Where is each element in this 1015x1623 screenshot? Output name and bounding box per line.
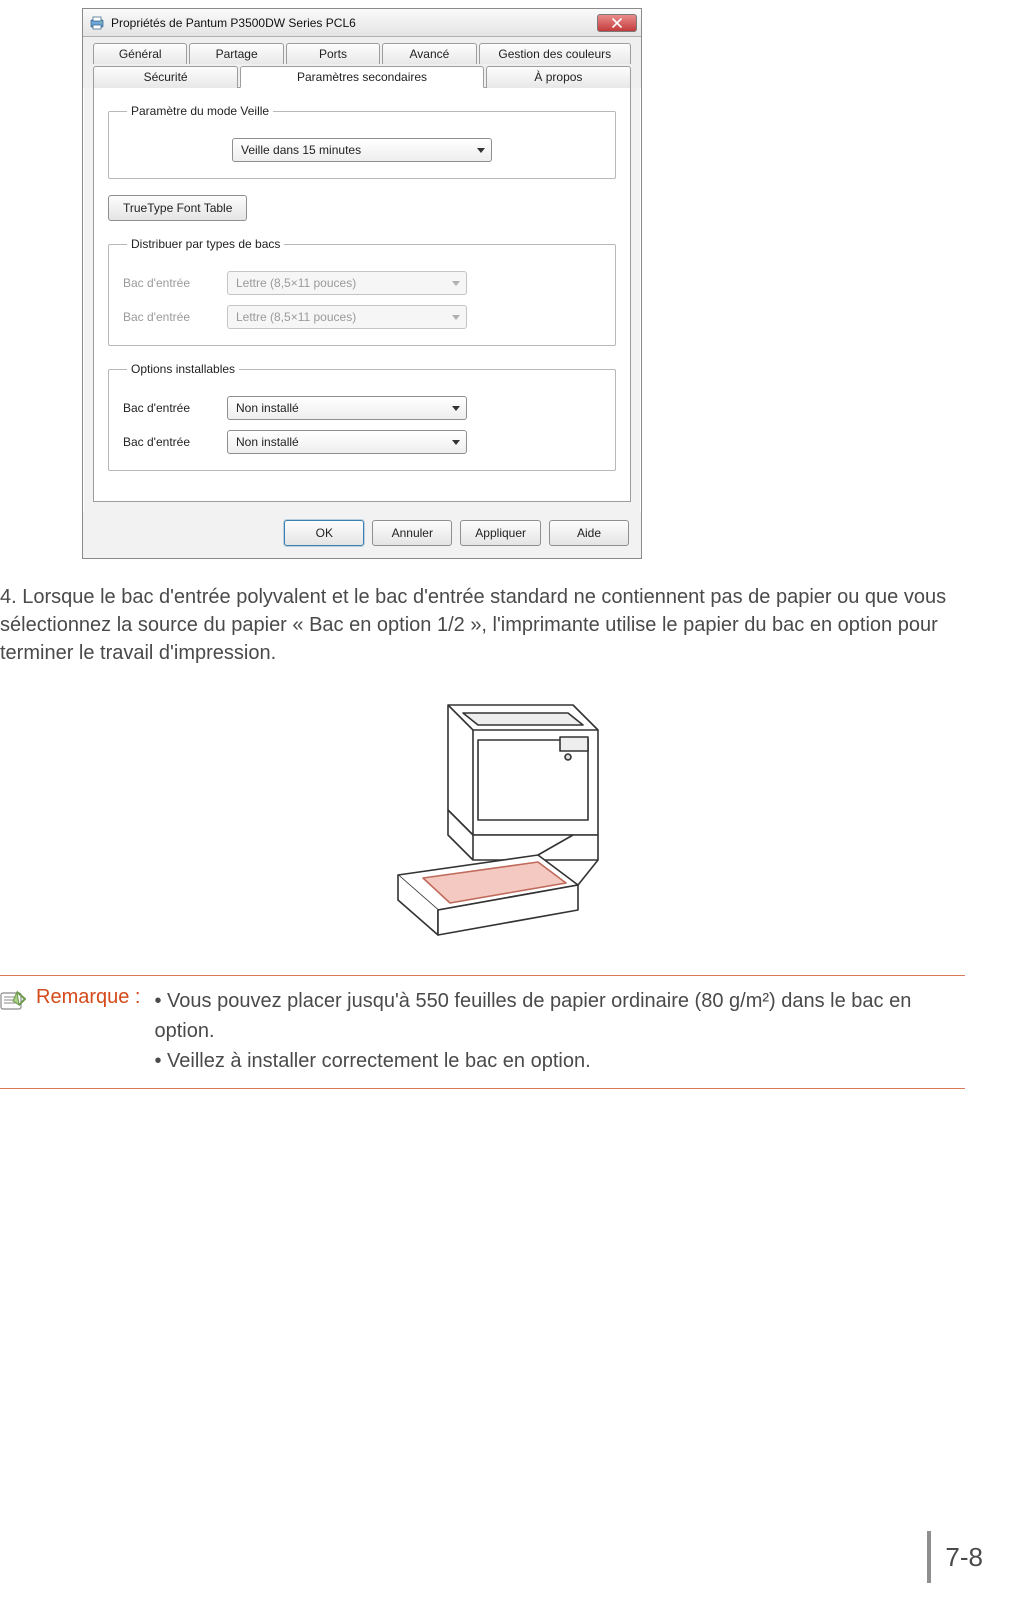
tab-secondary-params[interactable]: Paramètres secondaires	[240, 66, 484, 88]
distribute-value-0: Lettre (8,5×11 pouces)	[236, 276, 356, 290]
distribute-select-0: Lettre (8,5×11 pouces)	[227, 271, 467, 295]
step-4-paragraph: 4. Lorsque le bac d'entrée polyvalent et…	[0, 583, 965, 667]
tab-row-2: Sécurité Paramètres secondaires À propos	[93, 66, 631, 88]
sleep-timeout-select[interactable]: Veille dans 15 minutes	[232, 138, 492, 162]
printer-icon	[89, 15, 105, 31]
group-distribute-trays: Distribuer par types de bacs Bac d'entré…	[108, 237, 616, 346]
tab-row-1: Général Partage Ports Avancé Gestion des…	[93, 43, 631, 64]
tab-general[interactable]: Général	[93, 43, 187, 64]
group-sleep-legend: Paramètre du mode Veille	[127, 104, 273, 118]
page-number-wrap: 7-8	[927, 1531, 983, 1583]
page-number-bar	[927, 1531, 931, 1583]
note-bullet-1: • Veillez à installer correctement le ba…	[155, 1046, 966, 1076]
close-button[interactable]	[597, 14, 637, 32]
distribute-label-1: Bac d'entrée	[123, 310, 213, 324]
note-body: • Vous pouvez placer jusqu'à 550 feuille…	[155, 986, 966, 1076]
distribute-row-1: Bac d'entrée Lettre (8,5×11 pouces)	[123, 305, 601, 329]
tab-strip: Général Partage Ports Avancé Gestion des…	[83, 37, 641, 88]
installable-value-0: Non installé	[236, 401, 299, 415]
tab-advanced[interactable]: Avancé	[382, 43, 476, 64]
chevron-down-icon	[477, 148, 485, 153]
tab-about[interactable]: À propos	[486, 66, 631, 88]
group-installable-legend: Options installables	[127, 362, 239, 376]
tab-panel: Paramètre du mode Veille Veille dans 15 …	[93, 87, 631, 502]
distribute-row-0: Bac d'entrée Lettre (8,5×11 pouces)	[123, 271, 601, 295]
distribute-label-0: Bac d'entrée	[123, 276, 213, 290]
chevron-down-icon	[452, 315, 460, 320]
installable-row-1: Bac d'entrée Non installé	[123, 430, 601, 454]
tab-security[interactable]: Sécurité	[93, 66, 238, 88]
page-number: 7-8	[945, 1542, 983, 1573]
tab-ports[interactable]: Ports	[286, 43, 380, 64]
close-icon	[612, 18, 622, 28]
installable-value-1: Non installé	[236, 435, 299, 449]
group-sleep-mode: Paramètre du mode Veille Veille dans 15 …	[108, 104, 616, 179]
tab-sharing[interactable]: Partage	[189, 43, 283, 64]
note-icon	[0, 990, 26, 1012]
titlebar: Propriétés de Pantum P3500DW Series PCL6	[83, 9, 641, 37]
truetype-font-table-button[interactable]: TrueType Font Table	[108, 195, 247, 221]
group-distribute-legend: Distribuer par types de bacs	[127, 237, 284, 251]
cancel-button[interactable]: Annuler	[372, 520, 452, 546]
help-button[interactable]: Aide	[549, 520, 629, 546]
printer-properties-dialog: Propriétés de Pantum P3500DW Series PCL6…	[82, 8, 642, 559]
tab-color-management[interactable]: Gestion des couleurs	[479, 43, 631, 64]
installable-label-0: Bac d'entrée	[123, 401, 213, 415]
installable-row-0: Bac d'entrée Non installé	[123, 396, 601, 420]
chevron-down-icon	[452, 406, 460, 411]
installable-label-1: Bac d'entrée	[123, 435, 213, 449]
chevron-down-icon	[452, 440, 460, 445]
note-bullet-0: • Vous pouvez placer jusqu'à 550 feuille…	[155, 986, 966, 1046]
dialog-button-bar: OK Annuler Appliquer Aide	[83, 512, 641, 558]
note-label: Remarque :	[36, 986, 145, 1076]
chevron-down-icon	[452, 281, 460, 286]
distribute-select-1: Lettre (8,5×11 pouces)	[227, 305, 467, 329]
printer-tray-illustration	[338, 685, 658, 945]
ok-button[interactable]: OK	[284, 520, 364, 546]
apply-button[interactable]: Appliquer	[460, 520, 541, 546]
installable-select-1[interactable]: Non installé	[227, 430, 467, 454]
note-box: Remarque : • Vous pouvez placer jusqu'à …	[0, 975, 965, 1089]
group-installable-options: Options installables Bac d'entrée Non in…	[108, 362, 616, 471]
sleep-timeout-value: Veille dans 15 minutes	[241, 143, 361, 157]
installable-select-0[interactable]: Non installé	[227, 396, 467, 420]
window-title: Propriétés de Pantum P3500DW Series PCL6	[111, 16, 597, 30]
printer-illustration-wrap	[0, 685, 995, 945]
distribute-value-1: Lettre (8,5×11 pouces)	[236, 310, 356, 324]
